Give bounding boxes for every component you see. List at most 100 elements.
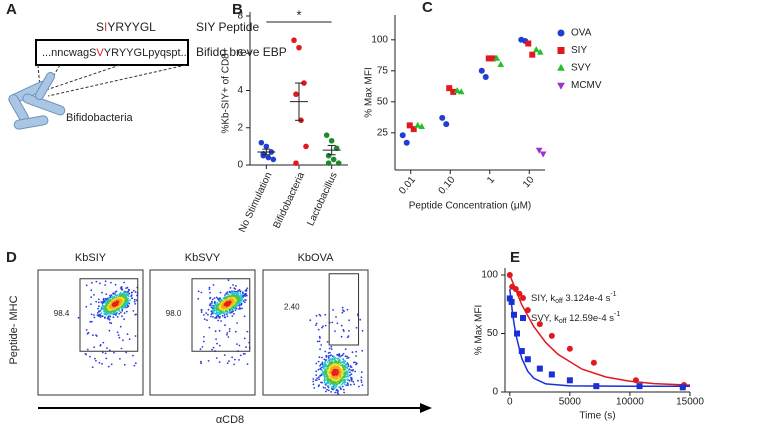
gate-value: 98.4	[54, 309, 70, 318]
event-dot	[220, 320, 223, 322]
marker	[539, 151, 547, 158]
event-dot	[200, 362, 203, 365]
event-dot	[213, 297, 216, 299]
event-dot	[327, 357, 330, 359]
event-dot	[337, 354, 340, 357]
data-point	[263, 143, 270, 150]
marker	[524, 307, 531, 314]
event-dot	[319, 367, 322, 370]
sequence: ...nncwagSVYRYYGLpyqspt..	[42, 47, 187, 59]
event-dot	[350, 376, 352, 379]
event-dot	[207, 308, 210, 311]
y-tick-label: 100	[481, 270, 498, 281]
y-tick-label: 0	[237, 160, 243, 171]
event-dot	[242, 300, 245, 303]
event-dot	[341, 376, 344, 379]
event-dot	[240, 302, 243, 305]
plot-frame	[149, 269, 256, 396]
event-dot	[203, 340, 205, 343]
panel-label: C	[422, 0, 433, 16]
event-dot	[104, 316, 106, 319]
x-tick-label: 10000	[616, 397, 644, 408]
event-dot	[351, 351, 354, 354]
event-dot	[89, 320, 92, 323]
event-dot	[325, 390, 327, 393]
marker	[446, 85, 453, 92]
event-dot	[246, 287, 249, 290]
event-dot	[332, 309, 334, 311]
event-dot	[246, 363, 249, 365]
event-dot	[223, 354, 226, 356]
event-dot	[328, 355, 331, 357]
event-dot	[228, 360, 230, 362]
event-dot	[335, 388, 338, 391]
event-dot	[106, 347, 108, 350]
event-dot	[228, 310, 231, 313]
x-tick-label: 0	[507, 397, 513, 408]
x-tick-label: Lactobacillus	[305, 171, 339, 228]
event-dot	[241, 307, 243, 310]
event-dot	[355, 355, 357, 357]
legend-label: SVY, koff 12.59e-4 s-1	[531, 311, 620, 325]
event-dot	[361, 384, 364, 386]
event-dot	[231, 290, 233, 293]
event-dot	[313, 387, 316, 389]
event-dot	[104, 352, 107, 355]
event-dot	[347, 365, 350, 367]
event-dot	[339, 387, 342, 390]
data-point	[293, 160, 299, 166]
event-dot	[349, 374, 351, 377]
event-dot	[211, 298, 214, 301]
event-dot	[229, 291, 232, 294]
peptide-part: I	[104, 20, 107, 34]
event-dot	[230, 293, 233, 295]
event-dot	[233, 363, 236, 366]
marker	[548, 371, 555, 378]
event-dot	[244, 352, 246, 355]
event-dot	[331, 385, 333, 388]
event-dot	[118, 310, 121, 312]
y-axis-label: % Max MFI	[364, 67, 375, 118]
event-dot	[209, 297, 211, 300]
event-dot	[349, 383, 352, 386]
event-dot	[133, 298, 136, 301]
event-dot	[319, 315, 322, 317]
event-dot	[208, 286, 211, 289]
peptide: SIYRYYGL	[96, 20, 156, 34]
event-dot	[346, 355, 348, 358]
data-point	[328, 137, 335, 144]
marker	[489, 55, 496, 62]
event-dot	[211, 307, 214, 309]
event-dot	[95, 280, 98, 283]
event-dot	[77, 316, 80, 319]
event-dot	[211, 348, 214, 351]
event-dot	[312, 378, 315, 380]
event-dot	[227, 293, 230, 296]
data-point	[301, 80, 307, 86]
marker	[557, 63, 565, 71]
event-dot	[94, 357, 96, 360]
event-dot	[212, 284, 215, 286]
event-dot	[90, 289, 93, 292]
marker	[524, 356, 531, 363]
event-dot	[216, 301, 219, 304]
event-dot	[85, 284, 88, 287]
data-point	[258, 139, 265, 146]
event-dot	[350, 373, 353, 376]
event-dot	[102, 341, 105, 344]
fit-curve	[509, 289, 690, 387]
event-dot	[236, 343, 238, 345]
event-dot	[211, 302, 213, 304]
event-dot	[110, 322, 113, 325]
marker	[493, 54, 501, 61]
event-dot	[99, 313, 102, 316]
event-dot	[334, 391, 336, 394]
event-dot	[223, 316, 226, 319]
y-tick-label: 8	[237, 11, 243, 22]
data-point	[293, 91, 299, 98]
plot-title: KbSIY	[75, 252, 107, 264]
event-dot	[112, 293, 115, 295]
event-dot	[320, 344, 323, 346]
event-dot	[347, 356, 350, 359]
event-dot	[216, 342, 218, 345]
